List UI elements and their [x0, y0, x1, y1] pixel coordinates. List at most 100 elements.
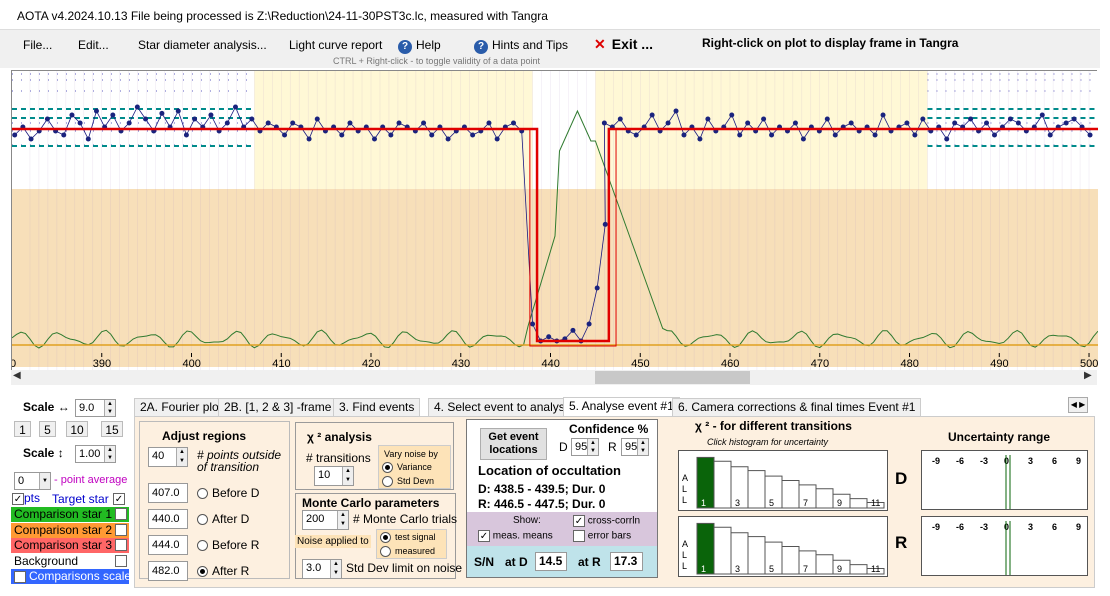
legend-checkbox[interactable]	[115, 539, 127, 551]
r-confidence-input[interactable]: 95 ▲ ▼	[621, 438, 649, 456]
menu-light-curve-report[interactable]: Light curve report	[289, 38, 383, 52]
points-outside-input[interactable]: 40 ▲ ▼	[148, 447, 188, 467]
scale-btn-10[interactable]: 10	[66, 421, 88, 437]
d-confidence-spinner[interactable]: ▲ ▼	[587, 439, 598, 455]
transitions-spinner[interactable]: ▲ ▼	[342, 467, 353, 485]
trials-input[interactable]: 200 ▲ ▼	[302, 510, 349, 530]
menu-edit[interactable]: Edit...	[78, 38, 109, 52]
legend-row[interactable]: Background	[11, 553, 129, 569]
region-input[interactable]: 482.0	[148, 561, 188, 581]
legend-checkbox[interactable]: ✓	[14, 570, 26, 583]
h-scale-spinner[interactable]: ▲ ▼	[104, 400, 115, 416]
scroll-left-icon[interactable]: ◀	[13, 370, 21, 381]
tab-6[interactable]: 6. Camera corrections & final times Even…	[672, 398, 922, 416]
limit-spinner[interactable]: ▲ ▼	[330, 560, 341, 578]
chi2-histogram-d[interactable]: A L L 1 3 5 7 9 11	[678, 450, 888, 511]
menu-hints[interactable]: ? Hints and Tips	[474, 38, 568, 54]
point-average-select[interactable]: 0 ▼	[14, 472, 51, 490]
chi2-histogram-r-svg[interactable]: ALL 1 3 5 7 9 11	[679, 517, 887, 576]
scroll-right-icon[interactable]: ▶	[1084, 370, 1092, 381]
error-bars-checkbox[interactable]	[573, 530, 585, 542]
legend-row[interactable]: Comparison star 2	[11, 522, 129, 538]
legend-checkbox[interactable]	[115, 523, 127, 536]
chi2-bar-label: 7	[803, 498, 808, 508]
limit-input[interactable]: 3.0 ▲ ▼	[302, 559, 342, 579]
tab-5[interactable]: 5. Analyse event #1	[563, 397, 680, 417]
chi2-bar	[781, 480, 800, 509]
plot-horizontal-scrollbar[interactable]: ◀ ▶	[11, 370, 1097, 385]
legend-row[interactable]: ✓ Comparisons scaled	[11, 569, 129, 584]
variance-radio-dot[interactable]	[382, 462, 393, 474]
measured-radio[interactable]: measured	[380, 546, 435, 558]
target-star-checkbox[interactable]: ✓	[113, 493, 125, 505]
v-scale-spinner[interactable]: ▲ ▼	[104, 446, 115, 462]
tab-3[interactable]: 3. Find events	[333, 398, 421, 416]
region-input[interactable]: 440.0	[148, 509, 188, 529]
v-scale-input[interactable]: 1.00 ▲ ▼	[75, 445, 116, 463]
legend-checkbox[interactable]	[115, 508, 127, 520]
meas-means-checkbox[interactable]: ✓	[478, 530, 490, 542]
get-event-locations-button[interactable]: Get event locations	[480, 428, 547, 460]
uncertainty-title: Uncertainty range	[948, 430, 1051, 444]
axis-tick-label: 500	[1080, 358, 1098, 370]
d-confidence-input[interactable]: 95 ▲ ▼	[571, 438, 599, 456]
chi2-histogram-d-svg[interactable]: ALL 1 3 5 7 9 11	[679, 451, 887, 510]
region-radio[interactable]: Before R	[197, 538, 259, 552]
region-radio[interactable]: Before D	[197, 486, 259, 500]
error-bars-option[interactable]: error bars	[573, 530, 631, 542]
h-scale-input[interactable]: 9.0 ▲ ▼	[75, 399, 116, 417]
variance-radio[interactable]: Variance	[382, 462, 432, 474]
scale-btn-5[interactable]: 5	[39, 421, 56, 437]
legend-checkbox[interactable]	[115, 554, 127, 567]
trials-spinner[interactable]: ▲ ▼	[337, 511, 348, 529]
menu-star-diameter[interactable]: Star diameter analysis...	[138, 38, 267, 52]
region-input[interactable]: 407.0	[148, 483, 188, 503]
region-radio[interactable]: After R	[197, 564, 249, 578]
measured-radio-dot[interactable]	[380, 546, 391, 558]
uncertainty-tick-label: -9	[932, 522, 940, 532]
scrollbar-thumb[interactable]	[595, 371, 750, 384]
scale-btn-15[interactable]: 15	[101, 421, 123, 437]
region-input[interactable]: 444.0	[148, 535, 188, 555]
data-point	[952, 120, 958, 126]
data-point	[347, 120, 353, 126]
cross-corr-checkbox[interactable]: ✓	[573, 515, 585, 527]
menu-help[interactable]: ? Help	[398, 38, 441, 54]
region-radio-dot[interactable]	[197, 488, 208, 500]
scale-btn-1[interactable]: 1	[14, 421, 31, 437]
region-label: Before D	[212, 486, 260, 500]
pts-checkbox[interactable]: ✓	[12, 492, 24, 505]
d-location-text: D: 438.5 - 439.5; Dur. 0	[478, 482, 606, 496]
legend-row[interactable]: Comparison star 1	[11, 507, 129, 522]
stddev-radio-dot[interactable]	[382, 476, 393, 488]
meas-means-option[interactable]: ✓ meas. means	[478, 530, 553, 542]
tab-4[interactable]: 4. Select event to analyse	[428, 398, 578, 416]
test-signal-radio[interactable]: test signal	[380, 532, 436, 544]
tab-scroll-arrows[interactable]: ◀ ▶	[1068, 397, 1088, 413]
light-curve-svg[interactable]: 390 400 410 420 430 440 450 460 470 480 490 500 0	[10, 71, 1098, 371]
menu-file[interactable]: File...	[23, 38, 53, 52]
transitions-input[interactable]: 10 ▲ ▼	[314, 466, 354, 486]
show-label: Show:	[513, 515, 541, 526]
trials-value: 200	[306, 513, 325, 525]
region-radio-dot[interactable]	[197, 566, 208, 578]
tab-1[interactable]: 2A. Fourier plot	[134, 398, 229, 416]
region-radio[interactable]: After D	[197, 512, 249, 526]
test-signal-radio-dot[interactable]	[380, 532, 391, 544]
data-point	[546, 334, 552, 340]
r-confidence-spinner[interactable]: ▲ ▼	[637, 439, 648, 455]
uncertainty-tick-label: 6	[1052, 456, 1057, 466]
cross-corr-option[interactable]: ✓ cross-corrln	[573, 515, 640, 527]
points-outside-spinner[interactable]: ▲ ▼	[176, 448, 187, 466]
region-radio-dot[interactable]	[197, 540, 208, 552]
tab-2[interactable]: 2B. [1, 2 & 3] -frame test	[218, 398, 361, 416]
light-curve-plot[interactable]: 390 400 410 420 430 440 450 460 470 480 490 500 0	[10, 70, 1098, 371]
legend-row[interactable]: Comparison star 3	[11, 538, 129, 553]
region-radio-dot[interactable]	[197, 514, 208, 526]
menu-exit[interactable]: ✕ Exit ...	[594, 36, 653, 53]
chi2-histogram-r[interactable]: A L L 1 3 5 7 9 11	[678, 516, 888, 577]
axis-tick-label: 440	[542, 358, 560, 370]
stddev-radio[interactable]: Std Devn	[382, 476, 434, 488]
chevron-down-icon[interactable]: ▼	[39, 473, 50, 489]
region-label: After D	[212, 512, 250, 526]
